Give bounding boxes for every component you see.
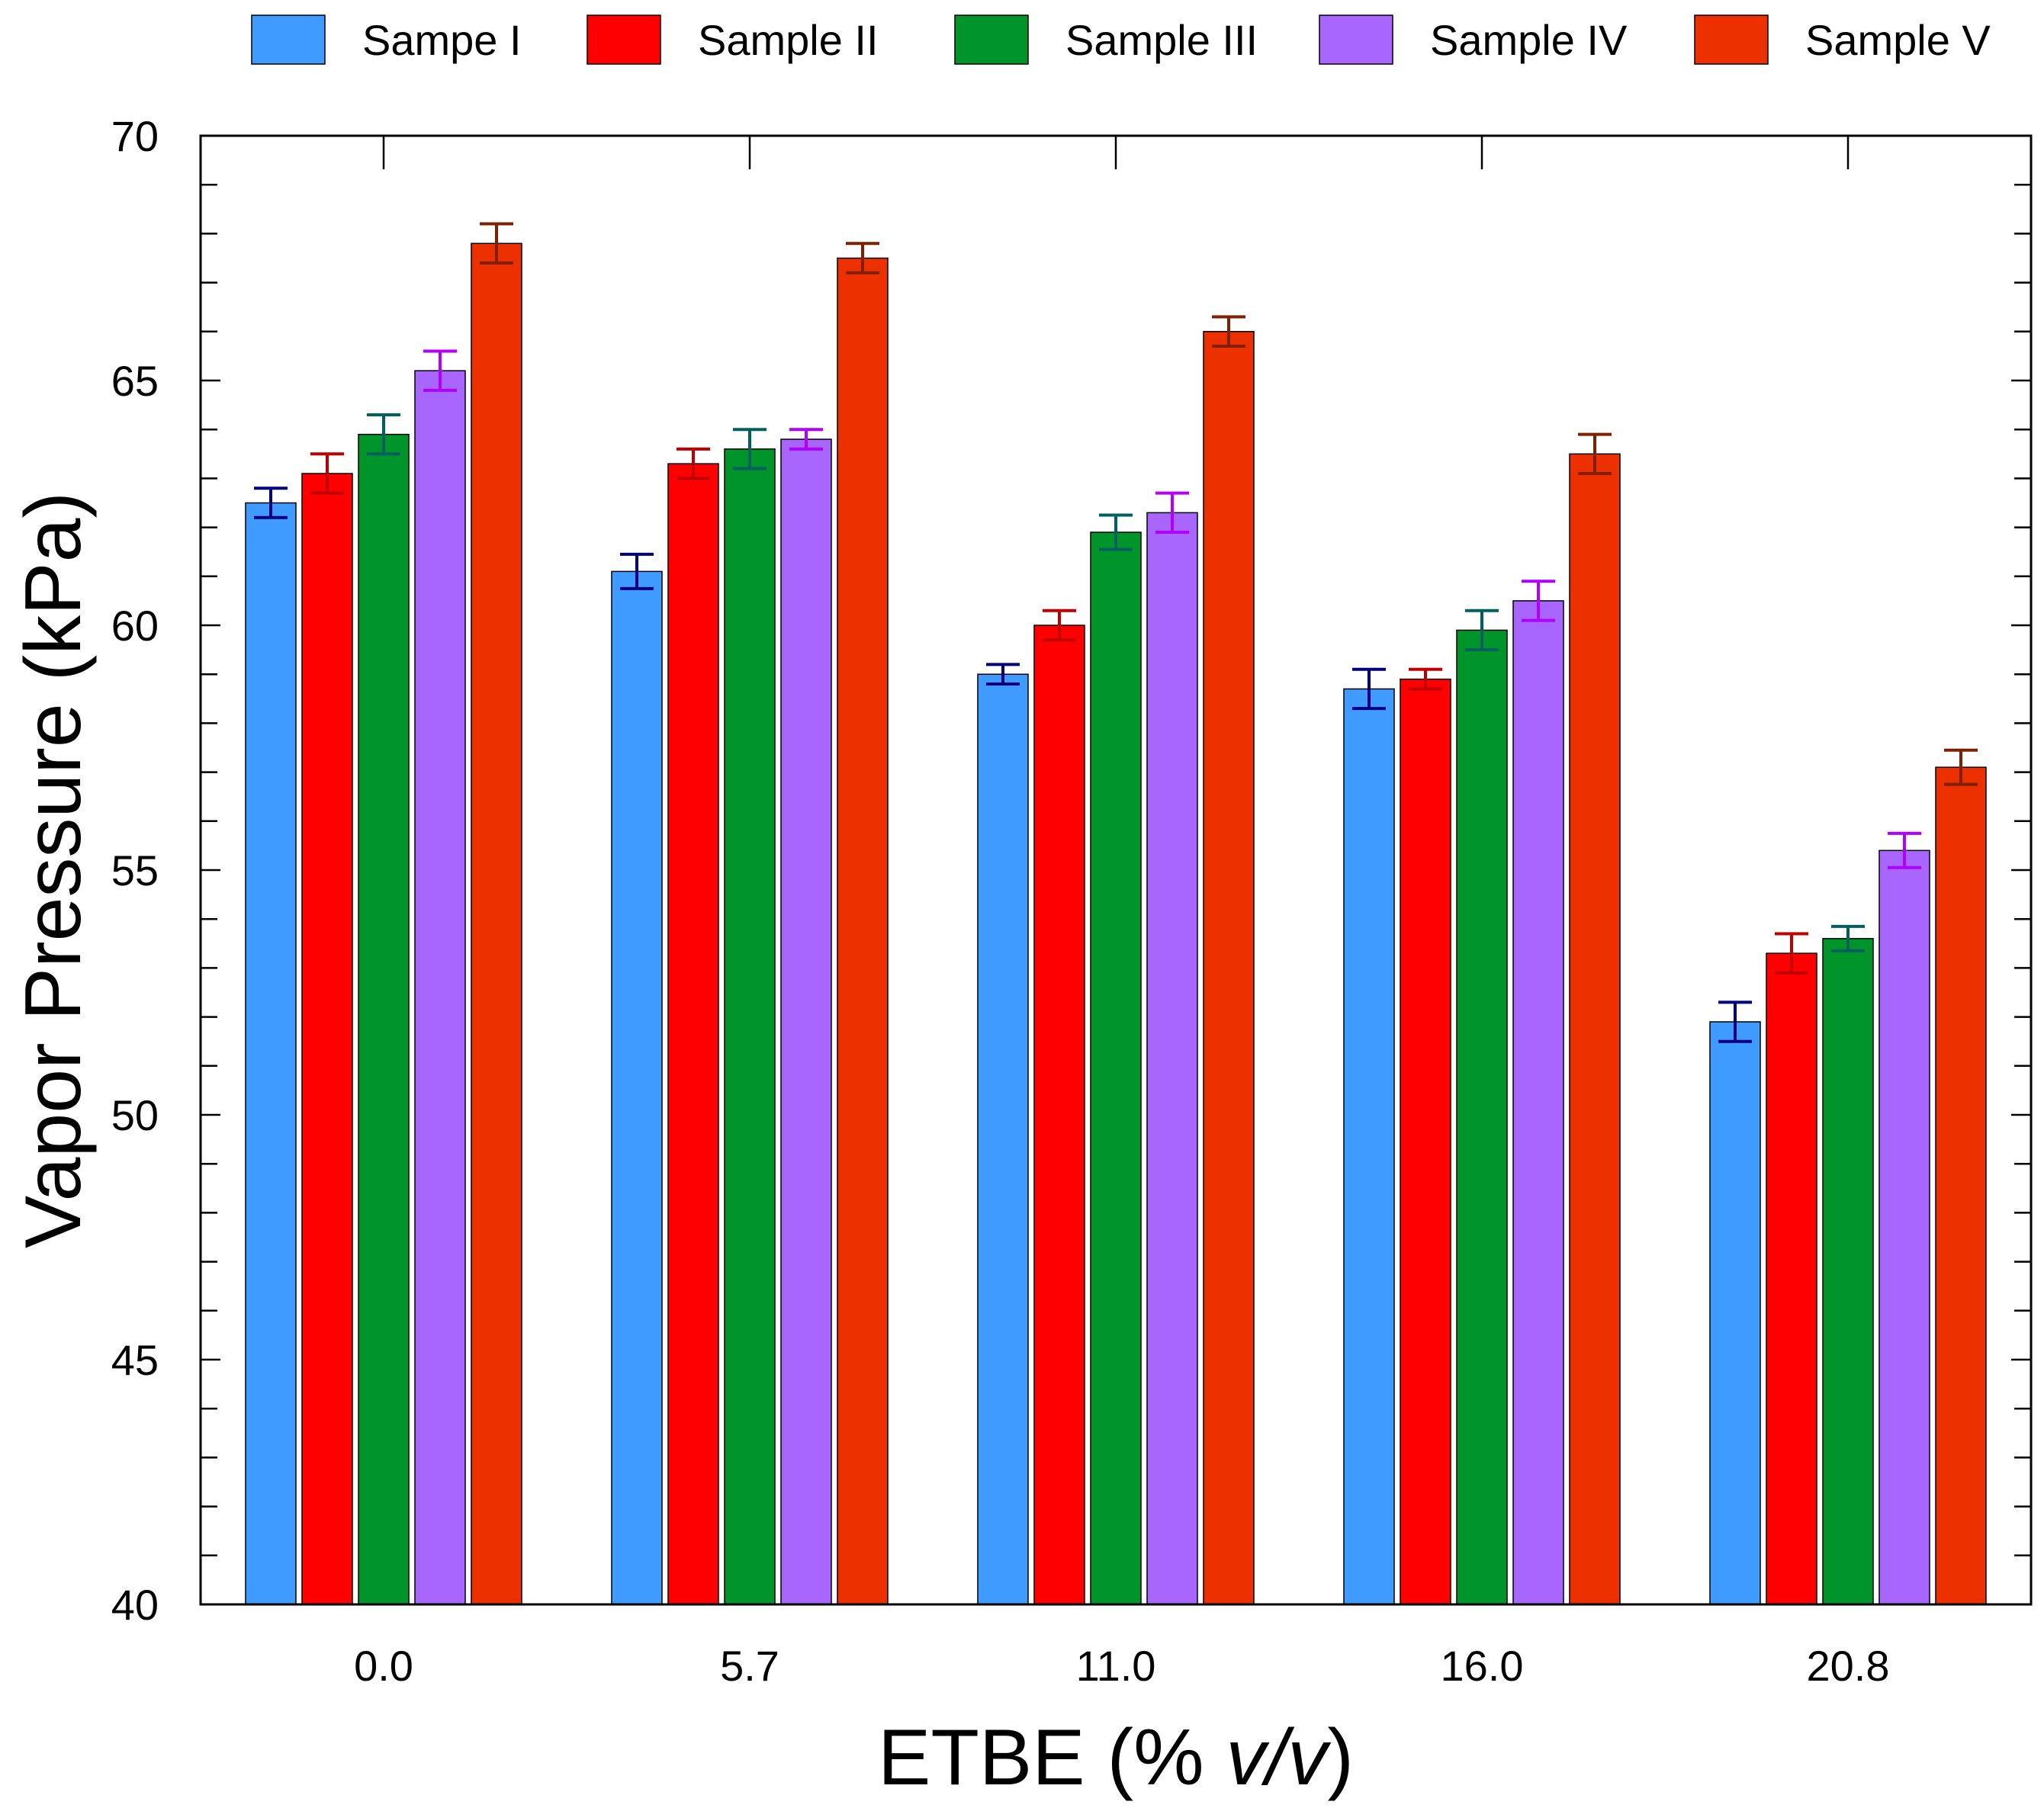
x-axis-title: ETBE (% v/v) — [878, 1713, 1354, 1802]
x-axis-title-close: ) — [1327, 1713, 1354, 1802]
bar — [471, 242, 522, 1605]
bar — [245, 502, 297, 1605]
x-axis: 0.0 5.7 11.0 16.0 20.8 — [354, 136, 1890, 1690]
legend-label: Sample II — [698, 16, 879, 64]
bar — [1343, 688, 1395, 1605]
bar — [358, 433, 410, 1605]
bar — [1766, 952, 1817, 1605]
bar — [1878, 849, 1930, 1605]
y-tick-label: 45 — [111, 1336, 159, 1384]
legend-swatch — [587, 14, 661, 65]
bar — [1935, 766, 1987, 1605]
y-tick-label: 40 — [111, 1581, 159, 1629]
bar — [1569, 453, 1621, 1605]
bar — [1203, 331, 1255, 1605]
bar — [1146, 512, 1198, 1605]
legend-label: Sampe I — [362, 16, 522, 64]
legend-label: Sample III — [1065, 16, 1258, 64]
y-axis: 40 45 50 55 60 65 70 — [111, 112, 2031, 1629]
bar — [1033, 625, 1085, 1605]
bar — [414, 370, 466, 1605]
legend-label: Sample V — [1805, 16, 1991, 64]
bar — [1709, 1021, 1761, 1605]
x-tick-label: 20.8 — [1807, 1642, 1890, 1690]
error-bars — [254, 222, 1978, 1043]
y-tick-label: 50 — [111, 1091, 159, 1139]
y-axis-title: Vapor Pressure (kPa) — [9, 492, 98, 1248]
bar — [667, 463, 719, 1605]
y-tick-label: 60 — [111, 602, 159, 650]
bar — [1400, 678, 1451, 1605]
bar — [724, 448, 776, 1605]
legend-swatch — [1694, 14, 1769, 65]
y-tick-label: 70 — [111, 112, 159, 160]
x-tick-label: 5.7 — [720, 1642, 779, 1690]
y-tick-label: 55 — [111, 846, 159, 894]
x-tick-label: 16.0 — [1441, 1642, 1524, 1690]
legend-label: Sample IV — [1430, 16, 1628, 64]
legend-swatch — [251, 14, 326, 65]
bar — [977, 673, 1029, 1605]
legend-swatch — [1319, 14, 1393, 65]
x-tick-label: 0.0 — [354, 1642, 413, 1690]
x-tick-label: 11.0 — [1076, 1642, 1156, 1690]
bar — [611, 570, 663, 1605]
bar — [1512, 600, 1564, 1605]
bar — [837, 257, 889, 1605]
legend-swatch — [954, 14, 1029, 65]
y-tick-label: 65 — [111, 357, 159, 405]
bars — [245, 242, 1987, 1605]
bar — [301, 473, 353, 1605]
bar — [1090, 531, 1142, 1605]
x-axis-title-text: ETBE (% — [878, 1713, 1226, 1802]
bar — [1822, 938, 1874, 1605]
x-axis-title-unit: v/v — [1226, 1713, 1331, 1802]
bar — [1456, 629, 1508, 1605]
legend: Sampe I Sample II Sample III Sample IV Sampl… — [251, 14, 1991, 65]
bar — [780, 438, 832, 1605]
